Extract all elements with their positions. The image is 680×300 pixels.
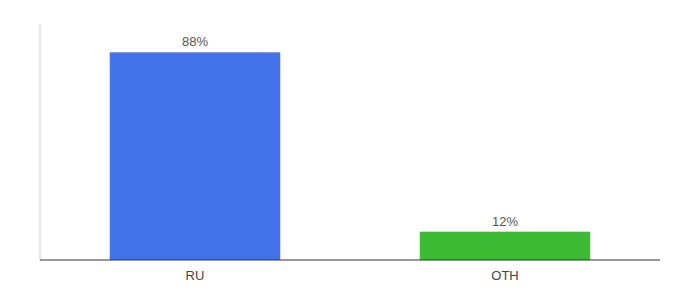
x-tick-label: OTH	[491, 268, 518, 283]
x-tick-label: RU	[186, 268, 205, 283]
y-axis-line	[40, 24, 41, 260]
bar	[420, 232, 591, 260]
bar	[110, 52, 281, 260]
data-label: 88%	[182, 34, 208, 49]
chart-svg: RU OTH 88% 12%	[0, 0, 680, 300]
chart-container: RU OTH 88% 12%	[0, 0, 680, 300]
x-axis-line	[40, 260, 660, 261]
bars	[110, 52, 591, 260]
data-label: 12%	[492, 214, 518, 229]
background	[0, 0, 680, 300]
